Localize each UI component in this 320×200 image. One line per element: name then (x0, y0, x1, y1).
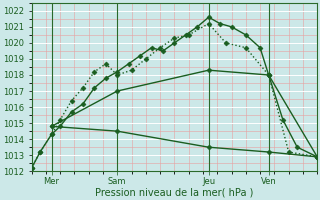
X-axis label: Pression niveau de la mer( hPa ): Pression niveau de la mer( hPa ) (95, 187, 253, 197)
